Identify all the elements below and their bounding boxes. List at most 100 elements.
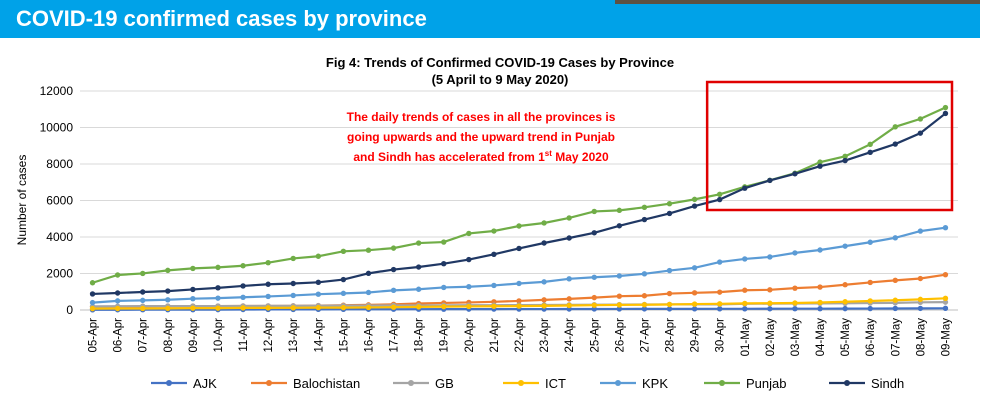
point-sindh bbox=[892, 141, 898, 147]
x-tick-label: 30-Apr bbox=[715, 318, 727, 353]
point-kpk bbox=[315, 291, 322, 297]
point-ict bbox=[190, 305, 196, 311]
point-ict bbox=[942, 295, 949, 302]
point-ict bbox=[691, 301, 698, 307]
point-kpk bbox=[340, 290, 347, 297]
point-sindh bbox=[917, 130, 924, 136]
point-ict bbox=[716, 301, 723, 307]
point-ajk bbox=[716, 306, 723, 312]
point-sindh bbox=[365, 270, 372, 277]
point-punjab bbox=[641, 204, 648, 211]
point-kpk bbox=[390, 287, 397, 294]
point-kpk bbox=[290, 292, 296, 299]
point-ict bbox=[566, 302, 572, 309]
point-sindh bbox=[767, 177, 773, 184]
point-kpk bbox=[817, 247, 823, 253]
point-ict bbox=[89, 305, 96, 312]
series-lines bbox=[89, 104, 949, 313]
point-sindh bbox=[516, 245, 522, 252]
point-kpk bbox=[591, 274, 597, 280]
point-kpk bbox=[89, 299, 96, 306]
legend-marker-ict bbox=[518, 380, 524, 386]
series-kpk bbox=[89, 225, 949, 306]
annotation-line-3-main: and Sindh has accelerated from 1 bbox=[353, 150, 545, 164]
point-balochistan bbox=[767, 287, 773, 293]
point-ict bbox=[742, 300, 748, 307]
x-tick-label: 18-Apr bbox=[414, 318, 426, 353]
point-punjab bbox=[516, 223, 522, 229]
point-punjab bbox=[390, 245, 397, 251]
point-balochistan bbox=[742, 287, 748, 293]
point-sindh bbox=[290, 280, 296, 287]
point-ict bbox=[842, 299, 848, 305]
point-ajk bbox=[691, 306, 698, 312]
point-sindh bbox=[792, 171, 798, 177]
y-tick-labels: 0 2000 4000 6000 8000 10000 12000 bbox=[40, 84, 74, 317]
y-tick-label: 6000 bbox=[46, 194, 73, 208]
point-sindh bbox=[641, 216, 648, 223]
point-sindh bbox=[616, 223, 623, 229]
x-tick-label: 12-Apr bbox=[263, 318, 275, 353]
point-ict bbox=[441, 303, 447, 310]
legend-label-punjab: Punjab bbox=[746, 376, 786, 391]
point-ajk bbox=[792, 306, 798, 312]
point-ict bbox=[616, 302, 623, 308]
point-sindh bbox=[441, 260, 447, 267]
point-balochistan bbox=[516, 298, 522, 304]
point-punjab bbox=[290, 255, 296, 262]
point-balochistan bbox=[942, 271, 949, 278]
point-ajk bbox=[641, 306, 648, 312]
point-ict bbox=[114, 305, 121, 312]
point-balochistan bbox=[867, 279, 873, 286]
point-balochistan bbox=[892, 277, 898, 284]
legend-label-ajk: AJK bbox=[193, 376, 217, 391]
point-punjab bbox=[892, 124, 898, 130]
legend-marker-ajk bbox=[166, 380, 172, 386]
point-punjab bbox=[265, 259, 271, 266]
legend-marker-kpk bbox=[615, 380, 621, 386]
point-kpk bbox=[691, 265, 698, 271]
legend-label-ict: ICT bbox=[545, 376, 566, 391]
point-ict bbox=[792, 300, 798, 306]
point-ajk bbox=[867, 305, 873, 312]
x-tick-label: 17-Apr bbox=[389, 318, 401, 353]
point-kpk bbox=[792, 250, 798, 256]
series-sindh bbox=[89, 110, 949, 297]
point-kpk bbox=[516, 280, 522, 287]
series-ict bbox=[89, 295, 949, 312]
point-balochistan bbox=[917, 275, 924, 282]
point-kpk bbox=[265, 293, 271, 300]
point-ict bbox=[315, 304, 322, 311]
point-kpk bbox=[742, 256, 748, 262]
point-kpk bbox=[415, 286, 422, 292]
point-ajk bbox=[666, 306, 673, 312]
point-sindh bbox=[716, 196, 723, 203]
legend-marker-gb bbox=[408, 380, 414, 386]
point-sindh bbox=[867, 149, 873, 156]
point-sindh bbox=[666, 210, 673, 217]
point-sindh bbox=[265, 281, 271, 287]
legend-marker-punjab bbox=[719, 380, 725, 386]
point-punjab bbox=[716, 191, 723, 197]
chart-title: Fig 4: Trends of Confirmed COVID-19 Case… bbox=[326, 55, 674, 70]
point-kpk bbox=[190, 295, 196, 302]
point-kpk bbox=[566, 276, 572, 282]
point-punjab bbox=[240, 263, 246, 269]
point-sindh bbox=[942, 110, 949, 117]
point-balochistan bbox=[817, 284, 823, 290]
point-punjab bbox=[315, 253, 322, 259]
banner-title: COVID-19 confirmed cases by province bbox=[16, 6, 427, 31]
x-tick-label: 07-Apr bbox=[138, 318, 150, 353]
point-kpk bbox=[867, 239, 873, 245]
point-ict bbox=[867, 298, 873, 304]
point-balochistan bbox=[541, 297, 547, 303]
point-balochistan bbox=[591, 294, 597, 301]
legend-label-balochistan: Balochistan bbox=[293, 376, 360, 391]
point-punjab bbox=[917, 116, 924, 122]
point-punjab bbox=[441, 239, 447, 245]
point-ict bbox=[290, 305, 296, 311]
point-kpk bbox=[466, 284, 472, 290]
point-kpk bbox=[165, 297, 171, 303]
y-axis-label: Number of cases bbox=[15, 155, 29, 246]
point-ajk bbox=[742, 306, 748, 312]
